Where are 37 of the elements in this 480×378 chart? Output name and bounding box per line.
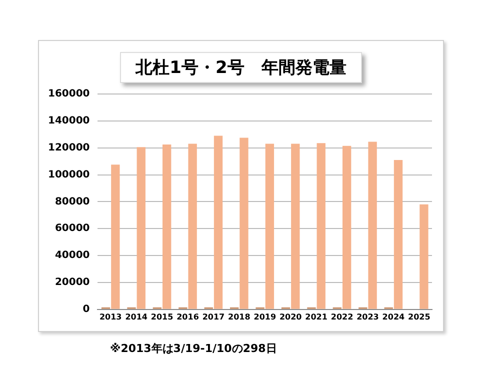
- chart-title: 北杜1号・2号 年間発電量: [120, 52, 362, 83]
- bar: [316, 143, 326, 309]
- y-tick-label: 20000: [54, 277, 90, 288]
- y-tick-label: 100000: [48, 169, 90, 180]
- x-tick-label: 2017: [202, 312, 225, 322]
- x-tick-label: 2018: [228, 312, 251, 322]
- x-tick-label: 2019: [254, 312, 276, 322]
- bar: [111, 164, 120, 309]
- x-tick-label: 2015: [150, 312, 174, 322]
- bar: [214, 136, 223, 309]
- x-tick-label: 2021: [305, 312, 328, 322]
- bar: [240, 138, 248, 309]
- bar: [291, 144, 300, 309]
- y-tick-label: 140000: [48, 116, 90, 127]
- x-tick-label: 2016: [176, 312, 200, 322]
- bar: [342, 146, 352, 309]
- x-tick-label: 2023: [356, 312, 379, 322]
- x-tick-label: 2020: [279, 312, 302, 322]
- y-tick-label: 40000: [54, 250, 90, 262]
- bar: [162, 144, 172, 309]
- bar: [136, 147, 146, 309]
- bar: [368, 142, 377, 309]
- x-tick-label: 2025: [408, 312, 431, 322]
- y-tick-label: 60000: [54, 223, 90, 234]
- y-tick-label: 160000: [48, 88, 90, 100]
- bar: [265, 144, 274, 309]
- y-tick-label: 120000: [48, 142, 90, 154]
- bar: [394, 160, 403, 309]
- bar: [420, 204, 428, 309]
- x-tick-label: 2022: [330, 312, 354, 322]
- bar: [188, 144, 197, 309]
- x-tick-label: 2013: [99, 312, 122, 322]
- y-tick-label: 0: [82, 304, 90, 315]
- x-tick-label: 2014: [125, 312, 148, 322]
- y-tick-label: 80000: [54, 196, 90, 208]
- x-tick-label: 2024: [382, 312, 405, 322]
- text: ※2013年は3/19-1/10の298日: [110, 341, 277, 356]
